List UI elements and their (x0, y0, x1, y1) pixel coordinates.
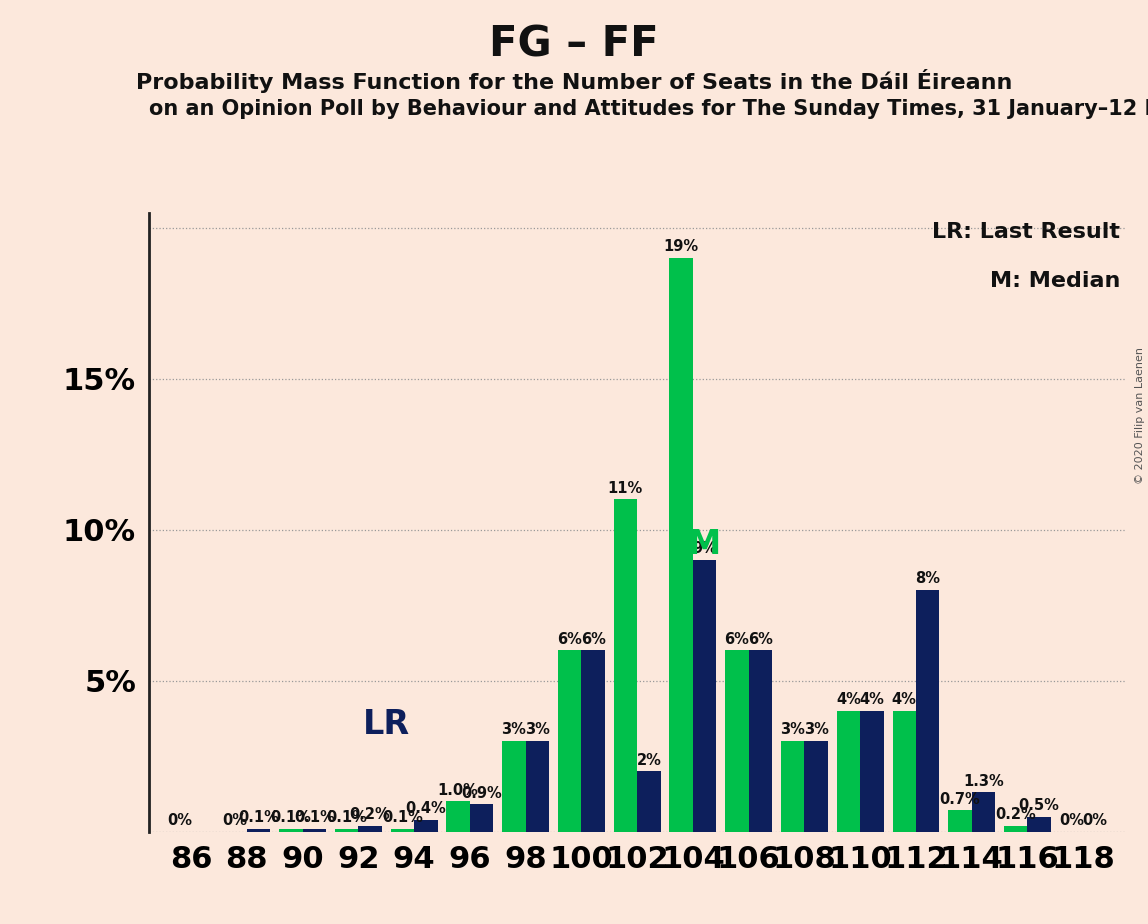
Text: 1.3%: 1.3% (963, 773, 1003, 789)
Text: 19%: 19% (664, 239, 699, 254)
Bar (1027, 817, 1050, 832)
Bar (414, 820, 437, 832)
Bar (526, 741, 549, 832)
Text: 0.2%: 0.2% (995, 807, 1037, 822)
Bar (1004, 825, 1027, 832)
Bar (279, 829, 303, 832)
Bar (805, 741, 828, 832)
Bar (860, 711, 884, 832)
Bar (669, 258, 693, 832)
Text: 3%: 3% (804, 723, 829, 737)
Bar (837, 711, 860, 832)
Text: 0%: 0% (223, 813, 248, 828)
Text: 0%: 0% (166, 813, 192, 828)
Bar (447, 801, 470, 832)
Bar (748, 650, 773, 832)
Text: 3%: 3% (502, 723, 526, 737)
Bar (693, 560, 716, 832)
Bar (614, 499, 637, 832)
Bar (358, 825, 382, 832)
Text: 0.1%: 0.1% (238, 810, 279, 825)
Text: FG – FF: FG – FF (489, 23, 659, 65)
Text: M: Median: M: Median (990, 272, 1120, 291)
Bar (470, 805, 494, 832)
Bar (637, 772, 660, 832)
Text: LR: LR (363, 708, 410, 741)
Text: 6%: 6% (748, 632, 773, 647)
Bar (335, 829, 358, 832)
Text: 0.7%: 0.7% (939, 792, 980, 807)
Bar (390, 829, 414, 832)
Text: 6%: 6% (557, 632, 582, 647)
Text: 0.1%: 0.1% (271, 810, 311, 825)
Text: 0.4%: 0.4% (405, 801, 447, 816)
Bar (892, 711, 916, 832)
Text: 4%: 4% (892, 692, 916, 707)
Bar (581, 650, 605, 832)
Text: 2%: 2% (636, 752, 661, 768)
Text: LR: Last Result: LR: Last Result (932, 222, 1120, 242)
Bar (502, 741, 526, 832)
Text: 0.2%: 0.2% (350, 807, 390, 822)
Bar (558, 650, 581, 832)
Text: 1.0%: 1.0% (437, 783, 479, 797)
Text: 0.9%: 0.9% (461, 785, 502, 801)
Text: 11%: 11% (607, 480, 643, 496)
Text: 4%: 4% (836, 692, 861, 707)
Bar (971, 793, 995, 832)
Bar (916, 590, 939, 832)
Bar (781, 741, 805, 832)
Text: 9%: 9% (692, 541, 718, 556)
Bar (303, 829, 326, 832)
Bar (726, 650, 748, 832)
Text: M: M (688, 529, 721, 561)
Text: © 2020 Filip van Laenen: © 2020 Filip van Laenen (1134, 347, 1145, 484)
Text: 0.1%: 0.1% (382, 810, 422, 825)
Text: Probability Mass Function for the Number of Seats in the Dáil Éireann: Probability Mass Function for the Number… (135, 69, 1013, 93)
Text: 0.1%: 0.1% (326, 810, 367, 825)
Text: 6%: 6% (724, 632, 750, 647)
Bar (247, 829, 270, 832)
Bar (948, 810, 971, 832)
Text: 0.5%: 0.5% (1018, 798, 1060, 813)
Text: on an Opinion Poll by Behaviour and Attitudes for The Sunday Times, 31 January–1: on an Opinion Poll by Behaviour and Atti… (149, 99, 1148, 119)
Text: 0%: 0% (1083, 813, 1108, 828)
Text: 6%: 6% (581, 632, 605, 647)
Text: 0.1%: 0.1% (294, 810, 335, 825)
Text: 0%: 0% (1058, 813, 1084, 828)
Text: 3%: 3% (525, 723, 550, 737)
Text: 4%: 4% (860, 692, 884, 707)
Text: 3%: 3% (781, 723, 805, 737)
Text: 8%: 8% (915, 571, 940, 587)
